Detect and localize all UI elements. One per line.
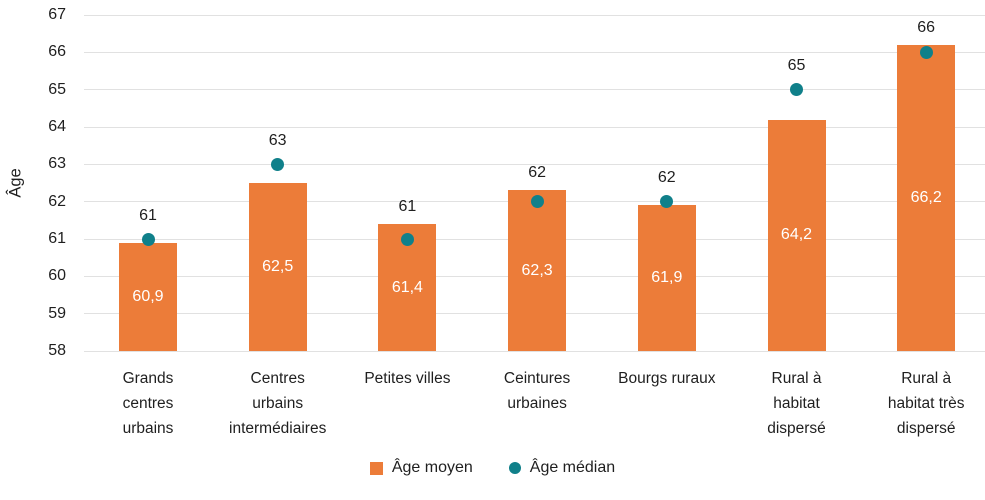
- median-dot: [400, 232, 414, 246]
- y-axis-tick-label: 66: [48, 43, 66, 61]
- bar-value-label: 62,5: [262, 258, 294, 275]
- bar-age-moyen: 64,2: [767, 119, 826, 351]
- legend-item-age-median: Âge médian: [508, 459, 616, 477]
- x-axis-category-label: Ceintures urbaines: [503, 370, 571, 412]
- median-dot: [790, 83, 803, 97]
- x-axis-category-label: Rural à habitat très dispersé: [887, 370, 965, 437]
- median-value-label: 61: [398, 198, 417, 216]
- x-axis-category-label: Petites villes: [364, 370, 451, 387]
- gridline: [84, 51, 985, 53]
- median-value-label: 62: [528, 164, 546, 182]
- y-axis-tick-label: 61: [48, 230, 66, 247]
- y-axis-tick-label: 58: [48, 342, 66, 359]
- y-axis-tick-label: 62: [48, 192, 66, 210]
- y-axis-tick-label: 60: [48, 267, 66, 285]
- x-axis-category-label: Grands centres urbains: [122, 370, 174, 437]
- bar-value-label: 61,9: [651, 269, 683, 287]
- median-value-label: 66: [917, 18, 936, 36]
- bar-value-label: 64,2: [780, 226, 813, 244]
- median-value-label: 61: [139, 206, 157, 224]
- bar-age-moyen: 62,3: [508, 190, 567, 351]
- gridline: [84, 89, 985, 91]
- bar-value-label: 62,3: [521, 261, 553, 279]
- median-dot: [530, 195, 544, 209]
- bar-age-moyen: 66,2: [897, 44, 956, 351]
- x-axis-category-label: Bourgs ruraux: [618, 370, 716, 387]
- y-axis-tick-label: 65: [48, 80, 66, 98]
- y-axis-tick-label: 64: [48, 118, 66, 135]
- bar-value-label: 66,2: [910, 188, 942, 206]
- gridline: [84, 14, 985, 16]
- gridline: [84, 350, 985, 352]
- gridline: [84, 126, 985, 128]
- median-value-label: 62: [657, 169, 676, 187]
- median-value-label: 65: [787, 57, 806, 75]
- legend-label-age-median: Âge médian: [529, 459, 616, 476]
- bar-age-moyen: 61,9: [637, 205, 696, 351]
- median-dot: [271, 157, 285, 171]
- median-dot: [660, 195, 674, 209]
- legend-item-age-moyen: Âge moyen: [369, 459, 473, 477]
- bar-age-moyen: 62,5: [248, 183, 307, 351]
- bar-series-swatch-icon: [369, 461, 383, 475]
- y-axis-tick-label: 59: [48, 304, 66, 322]
- legend: Âge moyen Âge médian: [0, 459, 985, 477]
- bar-age-moyen: 60,9: [119, 242, 177, 351]
- point-series-swatch-icon: [508, 462, 521, 474]
- y-axis-tick-label: 67: [48, 6, 66, 23]
- x-axis-category-label: Centres urbains intermédiaires: [229, 370, 327, 437]
- median-value-label: 63: [268, 131, 287, 149]
- bar-value-label: 60,9: [132, 287, 164, 305]
- legend-label-age-moyen: Âge moyen: [391, 459, 473, 476]
- x-axis-category-label: Rural à habitat dispersé: [767, 370, 826, 437]
- median-dot: [141, 232, 155, 246]
- bar-value-label: 61,4: [391, 278, 423, 296]
- y-axis-tick-label: 63: [48, 155, 66, 173]
- median-dot: [919, 45, 933, 59]
- gridline: [84, 163, 985, 165]
